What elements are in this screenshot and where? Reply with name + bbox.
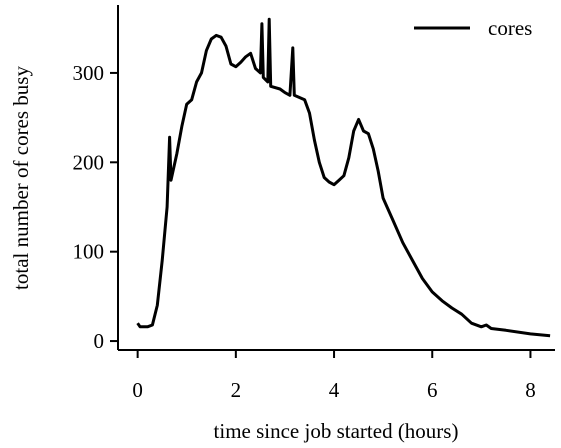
y-tick-label: 100 <box>73 240 105 264</box>
x-tick-label: 0 <box>132 378 143 402</box>
x-axis-label: time since job started (hours) <box>214 419 459 443</box>
y-tick-label: 300 <box>73 61 105 85</box>
x-tick-label: 8 <box>525 378 536 402</box>
y-tick-label: 0 <box>94 329 105 353</box>
x-tick-label: 4 <box>329 378 340 402</box>
y-tick-label: 200 <box>73 150 105 174</box>
series-line <box>136 17 551 338</box>
x-tick-label: 2 <box>231 378 242 402</box>
legend-label: cores <box>488 16 532 40</box>
x-tick-label: 6 <box>427 378 438 402</box>
y-axis-label: total number of cores busy <box>9 66 33 290</box>
